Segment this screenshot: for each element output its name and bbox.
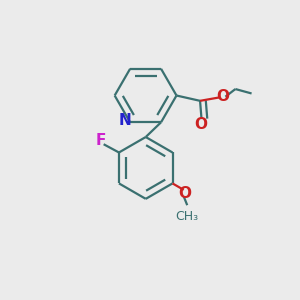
- Text: N: N: [118, 113, 131, 128]
- Text: F: F: [96, 133, 106, 148]
- Text: CH₃: CH₃: [176, 211, 199, 224]
- Text: O: O: [178, 187, 191, 202]
- Text: O: O: [216, 88, 229, 104]
- Text: O: O: [194, 118, 207, 133]
